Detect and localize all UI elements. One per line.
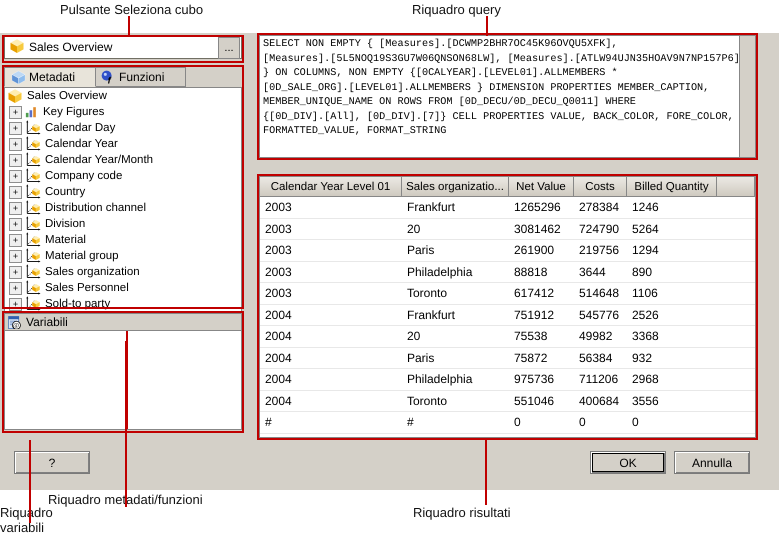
svg-text:f: f <box>108 76 113 85</box>
svg-text:@: @ <box>13 322 20 329</box>
